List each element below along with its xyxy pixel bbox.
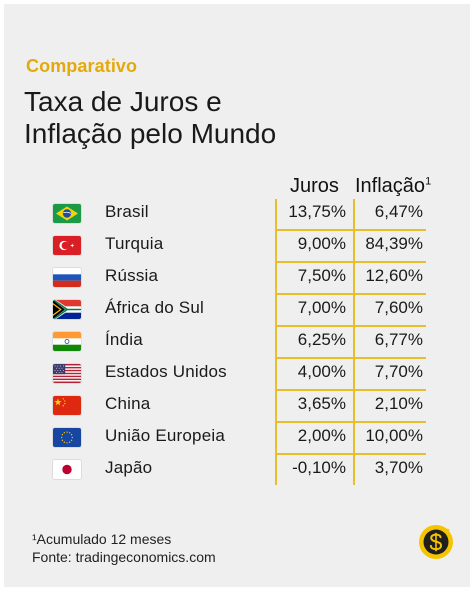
table-divider-right xyxy=(353,199,355,485)
china-flag-icon xyxy=(53,396,81,415)
juros-value: -0,10% xyxy=(292,458,346,477)
india-flag-icon xyxy=(53,332,81,351)
row-divider xyxy=(275,357,426,359)
usa-flag-icon xyxy=(53,364,81,383)
juros-value: 7,00% xyxy=(297,298,346,317)
inflacao-value: 7,70% xyxy=(374,362,423,381)
table-row: União Europeia 2,00% 10,00% xyxy=(4,421,470,453)
title-line-1: Taxa de Juros e xyxy=(24,86,222,117)
row-divider xyxy=(275,325,426,327)
footnote: ¹Acumulado 12 meses xyxy=(32,531,172,547)
country-name: União Europeia xyxy=(105,426,225,445)
column-header-inflacao-superscript: 1 xyxy=(425,175,432,188)
country-name: Índia xyxy=(105,330,143,349)
inflacao-value: 6,77% xyxy=(374,330,423,349)
inflacao-value: 84,39% xyxy=(365,234,423,253)
country-name: África do Sul xyxy=(105,298,204,317)
table-row: Japão -0,10% 3,70% xyxy=(4,453,470,485)
country-name: Estados Unidos xyxy=(105,362,227,381)
juros-value: 2,00% xyxy=(297,426,346,445)
country-name: Japão xyxy=(105,458,153,477)
table-row: China 3,65% 2,10% xyxy=(4,389,470,421)
row-divider xyxy=(275,293,426,295)
row-divider xyxy=(275,229,426,231)
inflacao-value: 12,60% xyxy=(365,266,423,285)
infographic-card: Comparativo Taxa de Juros e Inflação pel… xyxy=(4,4,470,587)
russia-flag-icon xyxy=(53,268,81,287)
table-row: Brasil 13,75% 6,47% xyxy=(4,197,470,229)
country-name: China xyxy=(105,394,151,413)
column-header-inflacao-label: Inflação xyxy=(355,175,426,197)
table-row: África do Sul 7,00% 7,60% xyxy=(4,293,470,325)
turkey-flag-icon xyxy=(53,236,81,255)
inflacao-value: 6,47% xyxy=(374,202,423,221)
table-row: Rússia 7,50% 12,60% xyxy=(4,261,470,293)
dollar-coin-logo-icon xyxy=(418,524,454,560)
section-label: Comparativo xyxy=(26,56,138,76)
juros-value: 9,00% xyxy=(297,234,346,253)
row-divider xyxy=(275,261,426,263)
inflacao-value: 7,60% xyxy=(374,298,423,317)
table-row: Estados Unidos 4,00% 7,70% xyxy=(4,357,470,389)
juros-value: 3,65% xyxy=(297,394,346,413)
row-divider xyxy=(275,421,426,423)
row-divider xyxy=(275,389,426,391)
title-line-2: Inflação pelo Mundo xyxy=(24,118,277,149)
south-africa-flag-icon xyxy=(53,300,81,319)
inflacao-value: 3,70% xyxy=(374,458,423,477)
inflacao-value: 2,10% xyxy=(374,394,423,413)
country-name: Rússia xyxy=(105,266,159,285)
page-title: Taxa de Juros e Inflação pelo Mundo xyxy=(24,86,276,150)
column-header-inflacao: Inflação1 xyxy=(355,175,431,198)
juros-value: 7,50% xyxy=(297,266,346,285)
juros-value: 6,25% xyxy=(297,330,346,349)
source-note: Fonte: tradingeconomics.com xyxy=(32,549,216,565)
row-divider xyxy=(275,453,426,455)
juros-value: 4,00% xyxy=(297,362,346,381)
table-divider-left xyxy=(275,199,277,485)
column-header-juros: Juros xyxy=(290,175,339,197)
country-name: Turquia xyxy=(105,234,164,253)
table-row: Índia 6,25% 6,77% xyxy=(4,325,470,357)
juros-value: 13,75% xyxy=(288,202,346,221)
inflacao-value: 10,00% xyxy=(365,426,423,445)
brazil-flag-icon xyxy=(53,204,81,223)
table-row: Turquia 9,00% 84,39% xyxy=(4,229,470,261)
country-name: Brasil xyxy=(105,202,149,221)
japan-flag-icon xyxy=(53,460,81,479)
eu-flag-icon xyxy=(53,428,81,447)
